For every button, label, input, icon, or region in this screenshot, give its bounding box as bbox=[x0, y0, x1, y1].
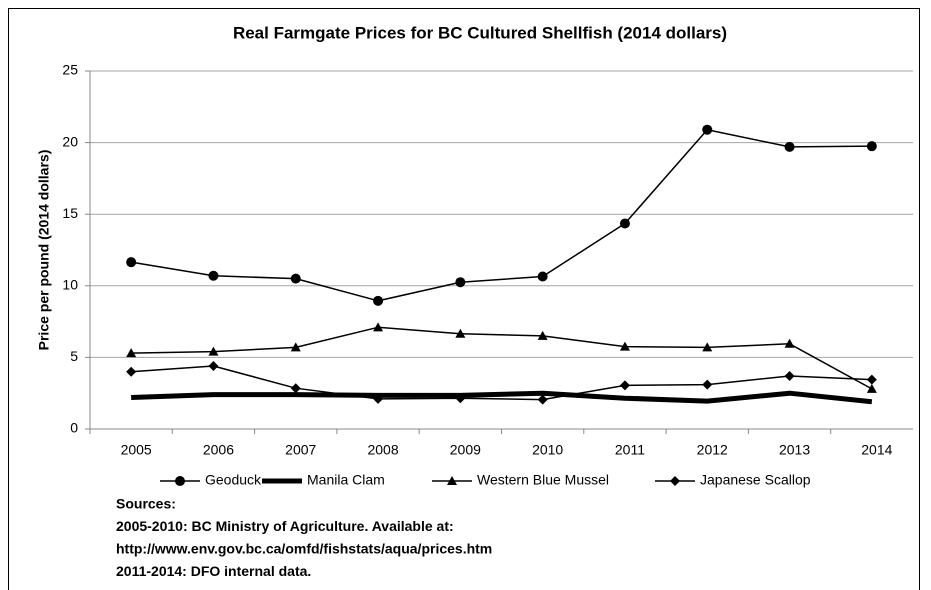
marker bbox=[208, 270, 219, 281]
series-line bbox=[131, 390, 873, 405]
marker bbox=[455, 393, 466, 404]
note: http://www.env.gov.bc.ca/omfd/fishstats/… bbox=[116, 541, 492, 557]
marker bbox=[866, 141, 877, 152]
marker bbox=[784, 141, 795, 152]
x-tick-label: 2006 bbox=[203, 442, 234, 458]
marker bbox=[290, 342, 301, 352]
legend-label: Manila Clam bbox=[307, 472, 385, 488]
marker bbox=[619, 341, 630, 351]
y-tick-label: 10 bbox=[62, 277, 78, 293]
marker bbox=[866, 383, 877, 393]
marker bbox=[866, 374, 877, 385]
x-tick-label: 2008 bbox=[367, 442, 398, 458]
series-line bbox=[131, 128, 872, 302]
x-tick-label: 2012 bbox=[697, 442, 728, 458]
chart-border bbox=[8, 8, 920, 590]
marker bbox=[373, 393, 384, 404]
legend-label: Japanese Scallop bbox=[700, 472, 811, 488]
y-tick-label: 5 bbox=[70, 348, 78, 364]
y-tick-label: 0 bbox=[70, 420, 78, 436]
marker bbox=[373, 322, 384, 332]
x-tick-label: 2014 bbox=[861, 442, 892, 458]
marker bbox=[784, 338, 795, 348]
marker bbox=[126, 257, 137, 268]
y-tick-label: 20 bbox=[62, 133, 78, 149]
marker bbox=[619, 380, 630, 391]
y-axis-label: Price per pound (2014 dollars) bbox=[36, 150, 52, 351]
marker bbox=[537, 271, 548, 282]
note: Sources: bbox=[116, 496, 176, 512]
note: 2011-2014: DFO internal data. bbox=[116, 563, 311, 579]
marker bbox=[290, 383, 301, 394]
x-tick-label: 2011 bbox=[615, 442, 645, 458]
chart-title: Real Farmgate Prices for BC Cultured She… bbox=[233, 23, 727, 42]
marker bbox=[455, 277, 466, 288]
marker bbox=[702, 124, 713, 135]
marker bbox=[537, 394, 548, 405]
marker bbox=[208, 346, 219, 356]
note: 2005-2010: BC Ministry of Agriculture. A… bbox=[116, 518, 454, 534]
x-tick-label: 2007 bbox=[285, 442, 316, 458]
x-tick-label: 2010 bbox=[532, 442, 563, 458]
x-tick-label: 2013 bbox=[779, 442, 810, 458]
x-tick-label: 2009 bbox=[450, 442, 481, 458]
marker bbox=[455, 328, 466, 338]
marker bbox=[208, 360, 219, 371]
marker bbox=[126, 348, 137, 358]
marker bbox=[670, 476, 680, 486]
marker bbox=[290, 273, 301, 284]
legend-label: Geoduck bbox=[205, 472, 262, 488]
marker bbox=[784, 371, 795, 382]
series-line bbox=[131, 326, 873, 390]
marker bbox=[702, 342, 713, 352]
legend-label: Western Blue Mussel bbox=[477, 472, 609, 488]
y-tick-label: 25 bbox=[62, 62, 78, 78]
y-tick-label: 15 bbox=[62, 205, 78, 221]
marker bbox=[702, 379, 713, 390]
marker bbox=[373, 295, 384, 306]
marker bbox=[619, 218, 630, 229]
x-tick-label: 2005 bbox=[121, 442, 152, 458]
marker bbox=[175, 476, 185, 486]
series-line bbox=[131, 365, 872, 401]
marker bbox=[447, 476, 457, 485]
marker bbox=[537, 330, 548, 340]
marker bbox=[126, 366, 137, 377]
